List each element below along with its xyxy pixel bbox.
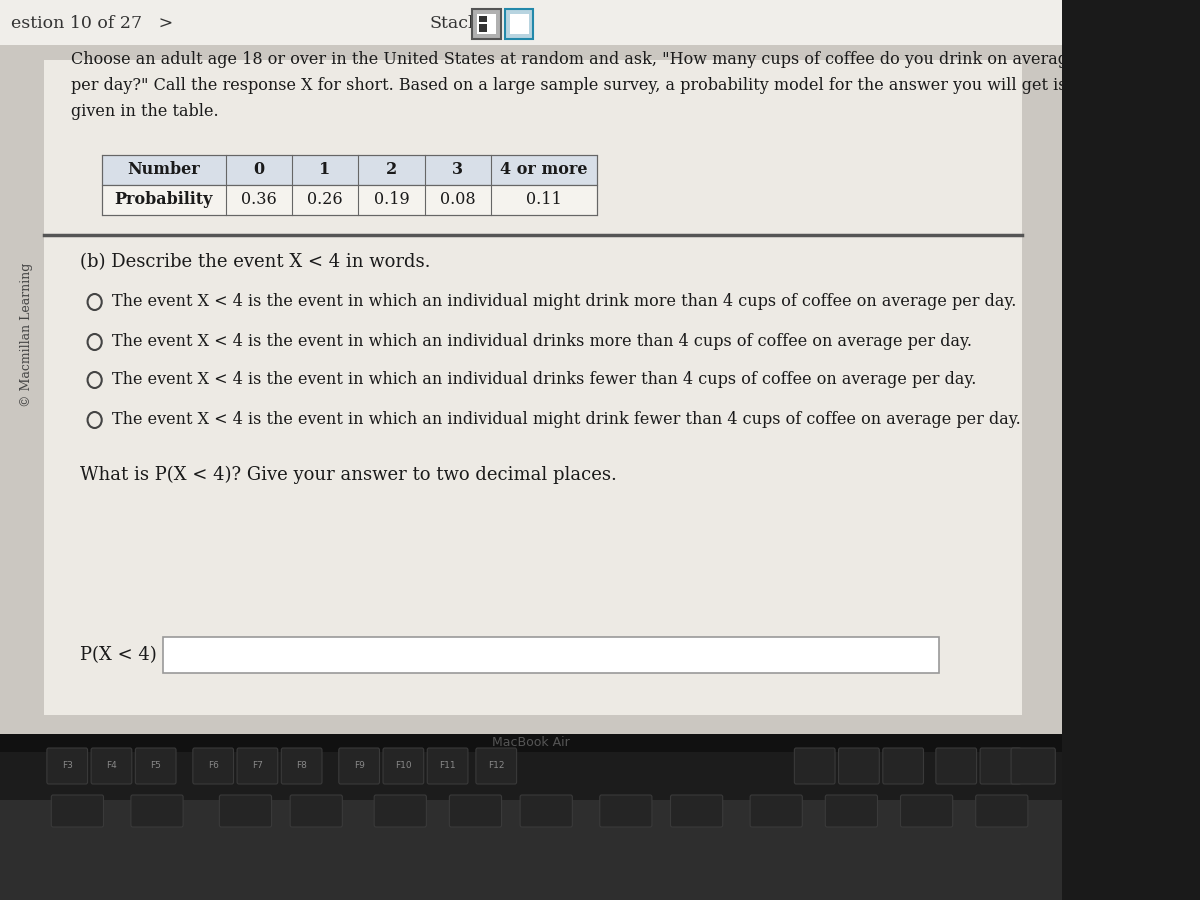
Text: Stacked: Stacked: [430, 14, 500, 32]
Text: P(X < 4) =: P(X < 4) =: [79, 646, 178, 664]
FancyBboxPatch shape: [427, 748, 468, 784]
Text: per day?" Call the response X for short. Based on a large sample survey, a proba: per day?" Call the response X for short.…: [71, 77, 1067, 94]
Text: Number: Number: [127, 161, 200, 178]
FancyBboxPatch shape: [136, 748, 176, 784]
Text: F8: F8: [296, 761, 307, 770]
FancyBboxPatch shape: [476, 14, 497, 34]
FancyBboxPatch shape: [671, 795, 722, 827]
Text: F12: F12: [488, 761, 504, 770]
FancyBboxPatch shape: [0, 740, 1062, 900]
FancyBboxPatch shape: [1012, 748, 1055, 784]
Text: What is P(X < 4)? Give your answer to two decimal places.: What is P(X < 4)? Give your answer to tw…: [79, 466, 617, 484]
FancyBboxPatch shape: [750, 795, 803, 827]
FancyBboxPatch shape: [91, 748, 132, 784]
Text: F7: F7: [252, 761, 263, 770]
FancyBboxPatch shape: [338, 748, 379, 784]
FancyBboxPatch shape: [102, 155, 598, 185]
FancyBboxPatch shape: [826, 795, 877, 827]
FancyBboxPatch shape: [794, 748, 835, 784]
Text: F4: F4: [106, 761, 116, 770]
Text: F9: F9: [354, 761, 365, 770]
FancyBboxPatch shape: [0, 0, 1062, 45]
Text: given in the table.: given in the table.: [71, 104, 218, 121]
FancyBboxPatch shape: [163, 637, 938, 673]
Text: F6: F6: [208, 761, 218, 770]
Text: The event X < 4 is the event in which an individual drinks fewer than 4 cups of : The event X < 4 is the event in which an…: [113, 372, 977, 389]
Text: Probability: Probability: [114, 192, 212, 209]
Text: estion 10 of 27   >: estion 10 of 27 >: [11, 14, 173, 32]
Text: 0.36: 0.36: [241, 192, 277, 209]
FancyBboxPatch shape: [52, 795, 103, 827]
Text: F5: F5: [150, 761, 161, 770]
Text: F11: F11: [439, 761, 456, 770]
Text: MacBook Air: MacBook Air: [492, 736, 570, 750]
FancyBboxPatch shape: [290, 795, 342, 827]
Text: 0: 0: [253, 161, 264, 178]
FancyBboxPatch shape: [281, 748, 322, 784]
Text: 2: 2: [386, 161, 397, 178]
Text: Choose an adult age 18 or over in the United States at random and ask, "How many: Choose an adult age 18 or over in the Un…: [71, 51, 1078, 68]
FancyBboxPatch shape: [102, 185, 598, 215]
FancyBboxPatch shape: [473, 9, 500, 39]
FancyBboxPatch shape: [476, 748, 516, 784]
Text: 0.19: 0.19: [373, 192, 409, 209]
FancyBboxPatch shape: [449, 795, 502, 827]
FancyBboxPatch shape: [374, 795, 426, 827]
FancyBboxPatch shape: [238, 748, 277, 784]
Text: © Macmillan Learning: © Macmillan Learning: [20, 263, 34, 407]
FancyBboxPatch shape: [0, 600, 1062, 800]
Text: (b) Describe the event X < 4 in words.: (b) Describe the event X < 4 in words.: [79, 253, 430, 271]
FancyBboxPatch shape: [193, 748, 234, 784]
Text: The event X < 4 is the event in which an individual might drink fewer than 4 cup: The event X < 4 is the event in which an…: [113, 411, 1021, 428]
FancyBboxPatch shape: [980, 748, 1021, 784]
Text: 0.11: 0.11: [526, 192, 562, 209]
Text: F3: F3: [61, 761, 73, 770]
Text: 3: 3: [452, 161, 463, 178]
FancyBboxPatch shape: [936, 748, 977, 784]
FancyBboxPatch shape: [900, 795, 953, 827]
Text: The event X < 4 is the event in which an individual might drink more than 4 cups: The event X < 4 is the event in which an…: [113, 293, 1016, 310]
FancyBboxPatch shape: [0, 734, 1062, 752]
FancyBboxPatch shape: [883, 748, 924, 784]
FancyBboxPatch shape: [131, 795, 184, 827]
FancyBboxPatch shape: [383, 748, 424, 784]
Text: 0.08: 0.08: [440, 192, 475, 209]
FancyBboxPatch shape: [479, 24, 487, 32]
Text: 0.26: 0.26: [307, 192, 343, 209]
FancyBboxPatch shape: [839, 748, 880, 784]
FancyBboxPatch shape: [44, 60, 1021, 715]
FancyBboxPatch shape: [976, 795, 1028, 827]
FancyBboxPatch shape: [0, 0, 1062, 734]
FancyBboxPatch shape: [479, 16, 487, 22]
Text: 4 or more: 4 or more: [500, 161, 588, 178]
Text: 1: 1: [319, 161, 331, 178]
FancyBboxPatch shape: [600, 795, 652, 827]
FancyBboxPatch shape: [510, 14, 529, 34]
FancyBboxPatch shape: [520, 795, 572, 827]
FancyBboxPatch shape: [220, 795, 271, 827]
FancyBboxPatch shape: [47, 748, 88, 784]
Text: The event X < 4 is the event in which an individual drinks more than 4 cups of c: The event X < 4 is the event in which an…: [113, 334, 972, 350]
FancyBboxPatch shape: [505, 9, 534, 39]
Text: F10: F10: [395, 761, 412, 770]
